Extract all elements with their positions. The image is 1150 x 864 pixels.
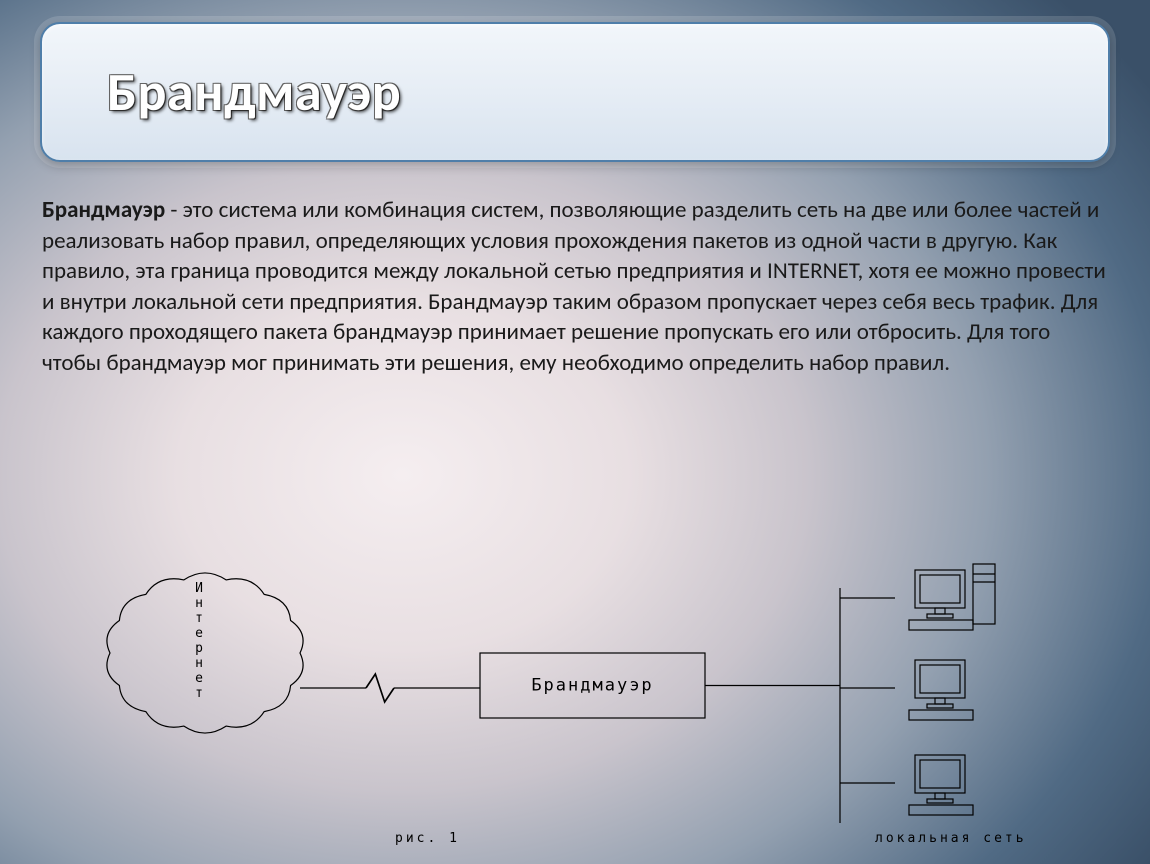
computer-icon	[909, 660, 973, 720]
title-banner: Брандмауэр	[40, 22, 1110, 162]
lan-caption: локальная сеть	[875, 831, 1027, 846]
lightning-icon	[366, 674, 394, 702]
body-content: - это система или комбинация систем, поз…	[42, 196, 1106, 377]
internet-label-char: н	[195, 656, 203, 671]
internet-label-char: е	[195, 671, 203, 686]
internet-cloud	[107, 573, 303, 733]
firewall-diagram: ИнтернетБрандмауэррис. 1локальная сеть	[95, 548, 1055, 848]
firewall-label: Брандмауэр	[531, 676, 653, 696]
body-lead: Брандмауэр	[42, 196, 165, 224]
internet-label-char: И	[195, 581, 203, 596]
page-title: Брандмауэр	[107, 59, 401, 125]
internet-label-char: н	[195, 596, 203, 611]
internet-label-char: т	[195, 611, 203, 626]
internet-label-char: р	[195, 641, 203, 656]
figure-caption: рис. 1	[395, 831, 460, 846]
internet-label-char: т	[195, 686, 203, 701]
internet-label-char: е	[195, 626, 203, 641]
computer-icon	[909, 564, 995, 630]
computer-icon	[909, 755, 973, 815]
body-paragraph: Брандмауэр - это система или комбинация …	[42, 195, 1108, 378]
